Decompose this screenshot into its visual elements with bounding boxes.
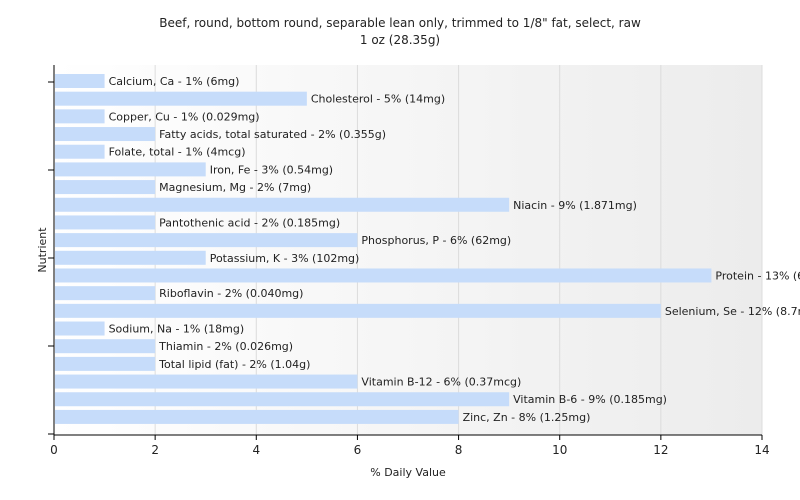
bars (55, 74, 712, 424)
bar-label: Potassium, K - 3% (102mg) (210, 252, 360, 265)
bar-label: Phosphorus, P - 6% (62mg) (361, 234, 511, 247)
bar-label: Iron, Fe - 3% (0.54mg) (210, 163, 333, 176)
bar-label: Niacin - 9% (1.871mg) (513, 199, 637, 212)
bar (55, 127, 156, 142)
bar (55, 339, 156, 354)
bar-label: Zinc, Zn - 8% (1.25mg) (463, 411, 591, 424)
y-axis-title: Nutrient (36, 227, 49, 273)
x-tick-label: 8 (455, 443, 463, 457)
x-axis-title: % Daily Value (370, 466, 446, 479)
bar-label: Calcium, Ca - 1% (6mg) (109, 75, 240, 88)
bar-label: Sodium, Na - 1% (18mg) (109, 323, 245, 336)
bar (55, 250, 206, 265)
bar-label: Cholesterol - 5% (14mg) (311, 93, 445, 106)
bar-label: Pantothenic acid - 2% (0.185mg) (159, 216, 340, 229)
x-tick-label: 14 (754, 443, 769, 457)
bar-label: Vitamin B-12 - 6% (0.37mcg) (361, 376, 521, 389)
bar-label: Selenium, Se - 12% (8.7mcg) (665, 305, 800, 318)
bar (55, 392, 510, 407)
x-tick-label: 10 (552, 443, 567, 457)
x-tick-label: 12 (653, 443, 668, 457)
x-tick-label: 0 (50, 443, 58, 457)
bar-label: Thiamin - 2% (0.026mg) (158, 340, 293, 353)
bar (55, 233, 358, 248)
bar (55, 180, 156, 195)
bar (55, 303, 661, 318)
bar-labels: Calcium, Ca - 1% (6mg) Cholesterol - 5% (… (109, 75, 800, 424)
bar-label: Folate, total - 1% (4mcg) (109, 146, 246, 159)
bar (55, 409, 459, 424)
bar (55, 321, 105, 336)
bar (55, 356, 156, 371)
bar (55, 286, 156, 301)
bar-label: Vitamin B-6 - 9% (0.185mg) (513, 393, 667, 406)
bar-label: Riboflavin - 2% (0.040mg) (159, 287, 303, 300)
bar (55, 197, 510, 212)
grid-lines (154, 65, 763, 435)
chart-title: Beef, round, bottom round, separable lea… (159, 16, 641, 30)
bar (55, 268, 712, 283)
bar (55, 144, 105, 159)
bar (55, 109, 105, 124)
bar-label: Total lipid (fat) - 2% (1.04g) (158, 358, 310, 371)
bar (55, 215, 156, 230)
bar-label: Copper, Cu - 1% (0.029mg) (109, 110, 260, 123)
axes: 0 2 4 6 8 10 12 14 (48, 65, 770, 457)
bar-label: Fatty acids, total saturated - 2% (0.355… (159, 128, 386, 141)
x-tick-label: 2 (151, 443, 159, 457)
x-tick-label: 4 (252, 443, 260, 457)
bar (55, 74, 105, 88)
plot-background (54, 65, 762, 435)
bar (55, 162, 206, 177)
x-tick-label: 6 (354, 443, 362, 457)
bar-label: Protein - 13% (6.29g) (715, 269, 800, 282)
bar (55, 91, 307, 106)
bar (55, 374, 358, 389)
bar-label: Magnesium, Mg - 2% (7mg) (159, 181, 311, 194)
chart-subtitle: 1 oz (28.35g) (360, 33, 440, 47)
